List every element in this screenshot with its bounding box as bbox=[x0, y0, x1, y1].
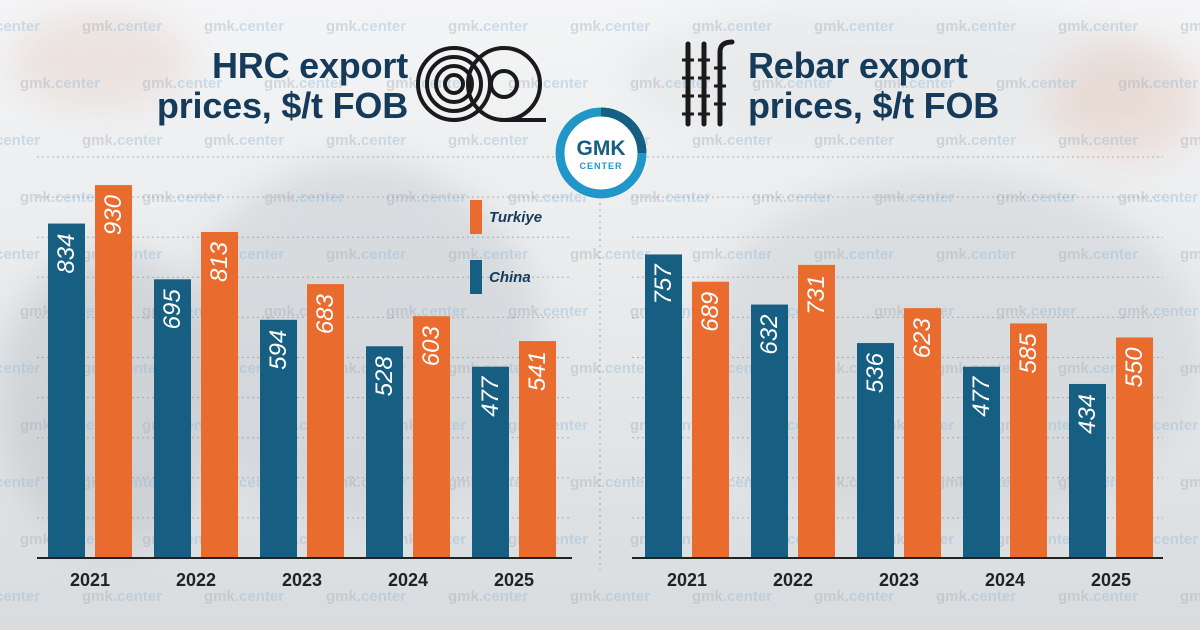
legend-label-china: China bbox=[489, 268, 531, 286]
hrc-bar-china-2025 bbox=[472, 366, 509, 558]
hrc-chart: 834 930 2021 695 813 2022 594 683 2023 528 603 2024… bbox=[37, 156, 572, 590]
hrc-value-label-turkiye-2025: 541 bbox=[524, 351, 551, 391]
rebar-year-label-2024: 2024 bbox=[985, 570, 1025, 590]
legend: Turkiye China bbox=[470, 200, 542, 320]
hrc-value-label-china-2024: 528 bbox=[371, 356, 398, 397]
hrc-year-label-2023: 2023 bbox=[282, 570, 322, 590]
legend-label-turkiye: Turkiye bbox=[489, 208, 543, 226]
logo-text-center: CENTER bbox=[579, 161, 622, 171]
hrc-year-label-2022: 2022 bbox=[176, 570, 216, 590]
hrc-bar-turkiye-2021 bbox=[95, 185, 132, 558]
rebar-bar-china-2023 bbox=[857, 343, 894, 558]
rebar-title-line1: Rebar export bbox=[748, 45, 968, 86]
hrc-year-label-2024: 2024 bbox=[388, 570, 428, 590]
hrc-bar-turkiye-2022 bbox=[201, 231, 238, 558]
hrc-value-label-turkiye-2022: 813 bbox=[206, 241, 233, 282]
steel-coil-icon bbox=[416, 46, 546, 122]
rebar-value-label-china-2021: 757 bbox=[650, 263, 677, 305]
hrc-bar-china-2024 bbox=[366, 346, 403, 558]
rebar-bar-turkiye-2025 bbox=[1116, 337, 1153, 558]
gmk-center-logo: GMK CENTER bbox=[555, 107, 647, 199]
rebar-value-label-china-2022: 632 bbox=[756, 315, 783, 355]
hrc-year-label-2025: 2025 bbox=[494, 570, 534, 590]
legend-item-turkiye: Turkiye bbox=[470, 200, 542, 234]
rebar-bar-china-2025 bbox=[1069, 383, 1106, 558]
hrc-title-line2: prices, $/t FOB bbox=[156, 85, 408, 127]
hrc-value-label-china-2022: 695 bbox=[159, 289, 186, 330]
hrc-title: HRC export prices, $/t FOB bbox=[138, 45, 408, 127]
hrc-bar-china-2022 bbox=[154, 279, 191, 558]
hrc-title-line1: HRC export bbox=[211, 45, 408, 86]
hrc-value-label-turkiye-2023: 683 bbox=[312, 293, 339, 334]
rebar-chart: 757 689 2021 632 731 2022 536 623 2023 477 585 2024… bbox=[632, 156, 1163, 590]
hrc-value-label-turkiye-2024: 603 bbox=[418, 326, 445, 367]
rebar-title-line2: prices, $/t FOB bbox=[748, 85, 1000, 127]
rebar-value-label-china-2024: 477 bbox=[968, 375, 995, 417]
logo-text-gmk: GMK bbox=[577, 137, 626, 160]
hrc-value-label-china-2021: 834 bbox=[53, 234, 80, 274]
rebar-title: Rebar export prices, $/t FOB bbox=[748, 45, 1068, 127]
rebar-bar-turkiye-2022 bbox=[798, 264, 835, 558]
rebar-year-label-2023: 2023 bbox=[879, 570, 919, 590]
rebar-bar-turkiye-2021 bbox=[692, 281, 729, 558]
rebar-year-label-2025: 2025 bbox=[1091, 570, 1131, 590]
hrc-year-label-2021: 2021 bbox=[70, 570, 110, 590]
hrc-bar-turkiye-2024 bbox=[413, 316, 450, 558]
hrc-value-label-china-2023: 594 bbox=[265, 330, 292, 370]
legend-swatch-turkiye bbox=[470, 200, 482, 234]
rebar-value-label-turkiye-2021: 689 bbox=[697, 292, 724, 332]
hrc-bar-china-2023 bbox=[260, 319, 297, 558]
rebar-bar-china-2021 bbox=[645, 254, 682, 558]
rebar-value-label-turkiye-2023: 623 bbox=[909, 318, 936, 359]
legend-swatch-china bbox=[470, 260, 482, 294]
hrc-value-label-china-2025: 477 bbox=[477, 375, 504, 417]
rebar-year-label-2022: 2022 bbox=[773, 570, 813, 590]
rebar-value-label-china-2023: 536 bbox=[862, 352, 889, 393]
hrc-bar-turkiye-2023 bbox=[307, 284, 344, 558]
hrc-bar-turkiye-2025 bbox=[519, 341, 556, 558]
hrc-bar-china-2021 bbox=[48, 223, 85, 559]
hrc-value-label-turkiye-2021: 930 bbox=[100, 194, 127, 235]
rebar-bar-china-2022 bbox=[751, 304, 788, 558]
rebar-value-label-turkiye-2022: 731 bbox=[803, 275, 830, 315]
rebar-bar-turkiye-2024 bbox=[1010, 323, 1047, 558]
rebar-value-label-turkiye-2025: 550 bbox=[1121, 347, 1148, 388]
rebar-bar-china-2024 bbox=[963, 366, 1000, 558]
rebar-year-label-2021: 2021 bbox=[667, 570, 707, 590]
legend-item-china: China bbox=[470, 260, 542, 294]
rebar-value-label-china-2025: 434 bbox=[1074, 394, 1101, 434]
rebar-icon bbox=[682, 39, 735, 127]
rebar-bar-turkiye-2023 bbox=[904, 308, 941, 558]
rebar-value-label-turkiye-2024: 585 bbox=[1015, 333, 1042, 374]
